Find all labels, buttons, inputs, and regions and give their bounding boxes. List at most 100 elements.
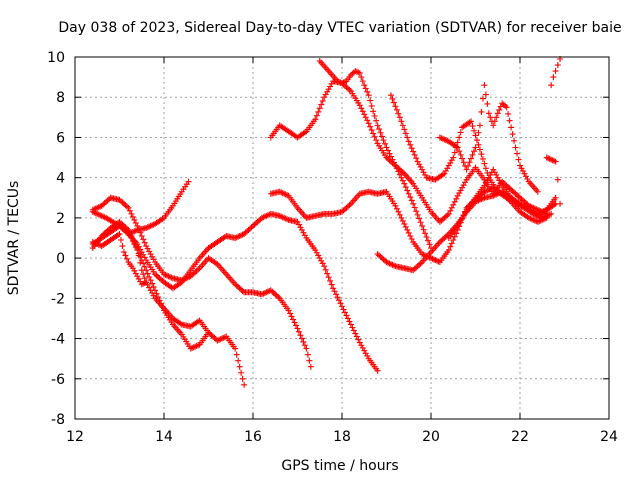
data-point-marker: [356, 102, 363, 109]
x-tick-label: 24: [600, 429, 618, 445]
data-point-marker: [324, 270, 331, 277]
data-point-marker: [290, 316, 297, 323]
data-point-marker: [419, 222, 426, 229]
data-point-marker: [404, 134, 411, 141]
data-point-marker: [505, 110, 512, 117]
data-point-marker: [362, 350, 369, 357]
data-point-marker: [411, 265, 418, 272]
data-point-marker: [120, 249, 127, 256]
data-point-marker: [147, 287, 154, 294]
data-point-marker: [475, 129, 482, 136]
data-point-marker: [155, 273, 162, 280]
data-point-marker: [147, 277, 154, 284]
data-point-marker: [247, 225, 254, 232]
data-point-marker: [405, 190, 412, 197]
data-point-marker: [459, 155, 466, 162]
data-point-marker: [514, 150, 521, 157]
data-point-marker: [101, 200, 108, 207]
data-point-marker: [505, 184, 512, 191]
data-point-marker: [387, 92, 394, 99]
data-point-marker: [472, 132, 479, 139]
data-point-marker: [362, 85, 369, 92]
data-point-marker: [300, 338, 307, 345]
y-tick-label: -2: [51, 291, 65, 307]
data-point-marker: [244, 228, 251, 235]
data-point-marker: [131, 216, 138, 223]
data-point-marker: [457, 187, 464, 194]
data-point-marker: [490, 166, 497, 173]
data-point-marker: [469, 151, 476, 158]
data-point-marker: [347, 321, 354, 328]
data-point-marker: [374, 251, 381, 258]
data-point-marker: [479, 95, 486, 102]
data-point-marker: [511, 189, 518, 196]
data-point-marker: [319, 260, 326, 267]
data-point-marker: [137, 259, 144, 266]
data-point-marker: [349, 324, 356, 331]
data-point-marker: [344, 315, 351, 322]
x-axis-label: GPS time / hours: [281, 458, 398, 474]
data-point-marker: [438, 237, 445, 244]
data-point-marker: [123, 203, 130, 210]
data-point-marker: [393, 205, 400, 212]
y-axis-label: SDTVAR / TECUs: [6, 181, 22, 296]
data-point-marker: [445, 247, 452, 254]
data-point-marker: [398, 174, 405, 181]
data-point-marker: [364, 352, 371, 359]
data-point-marker: [339, 208, 345, 215]
y-tick-label: -4: [51, 332, 65, 348]
data-point-marker: [459, 184, 466, 191]
data-point-marker: [373, 117, 380, 124]
data-point-marker: [134, 245, 141, 252]
data-point-marker: [482, 165, 489, 172]
data-point-marker: [241, 381, 248, 388]
data-point-marker: [339, 303, 345, 310]
data-point-marker: [355, 69, 362, 76]
data-point-marker: [371, 133, 378, 140]
data-point-marker: [252, 220, 259, 227]
data-point-marker: [508, 124, 515, 131]
data-point-marker: [232, 345, 239, 352]
data-point-marker: [402, 223, 409, 230]
series-trace-5: [89, 230, 150, 288]
data-point-marker: [193, 267, 200, 274]
data-point-marker: [407, 141, 414, 148]
data-point-marker: [208, 332, 215, 339]
data-point-marker: [134, 273, 141, 280]
data-point-marker: [294, 325, 301, 332]
data-point-marker: [472, 144, 479, 151]
data-point-marker: [306, 357, 313, 364]
data-point-marker: [293, 322, 300, 329]
data-point-marker: [316, 255, 323, 262]
data-point-marker: [327, 277, 334, 284]
data-point-marker: [392, 103, 399, 110]
data-point-marker: [245, 226, 252, 233]
data-point-marker: [120, 200, 127, 207]
data-point-marker: [442, 213, 449, 220]
data-point-marker: [399, 217, 406, 224]
data-point-marker: [307, 363, 314, 370]
data-point-marker: [534, 188, 541, 195]
data-point-marker: [392, 162, 399, 169]
data-point-marker: [473, 137, 480, 144]
data-point-marker: [450, 201, 457, 208]
data-point-marker: [344, 85, 351, 92]
data-point-marker: [386, 150, 393, 157]
data-point-marker: [364, 88, 371, 95]
data-point-marker: [143, 279, 150, 286]
data-point-marker: [353, 333, 360, 340]
data-point-marker: [522, 173, 529, 180]
data-point-marker: [325, 274, 332, 281]
data-point-marker: [298, 335, 305, 342]
data-point-marker: [346, 202, 353, 209]
data-point-marker: [413, 208, 420, 215]
data-point-marker: [304, 351, 311, 358]
x-tick-label: 14: [155, 429, 173, 445]
data-point-marker: [511, 137, 518, 144]
data-point-marker: [515, 156, 522, 163]
series-trace-11: [374, 188, 559, 274]
data-point-marker: [448, 204, 455, 211]
x-axis-tick-labels: 12 14 16 18 20 22 24: [66, 429, 618, 445]
data-point-marker: [457, 129, 464, 136]
data-point-marker: [327, 83, 334, 90]
